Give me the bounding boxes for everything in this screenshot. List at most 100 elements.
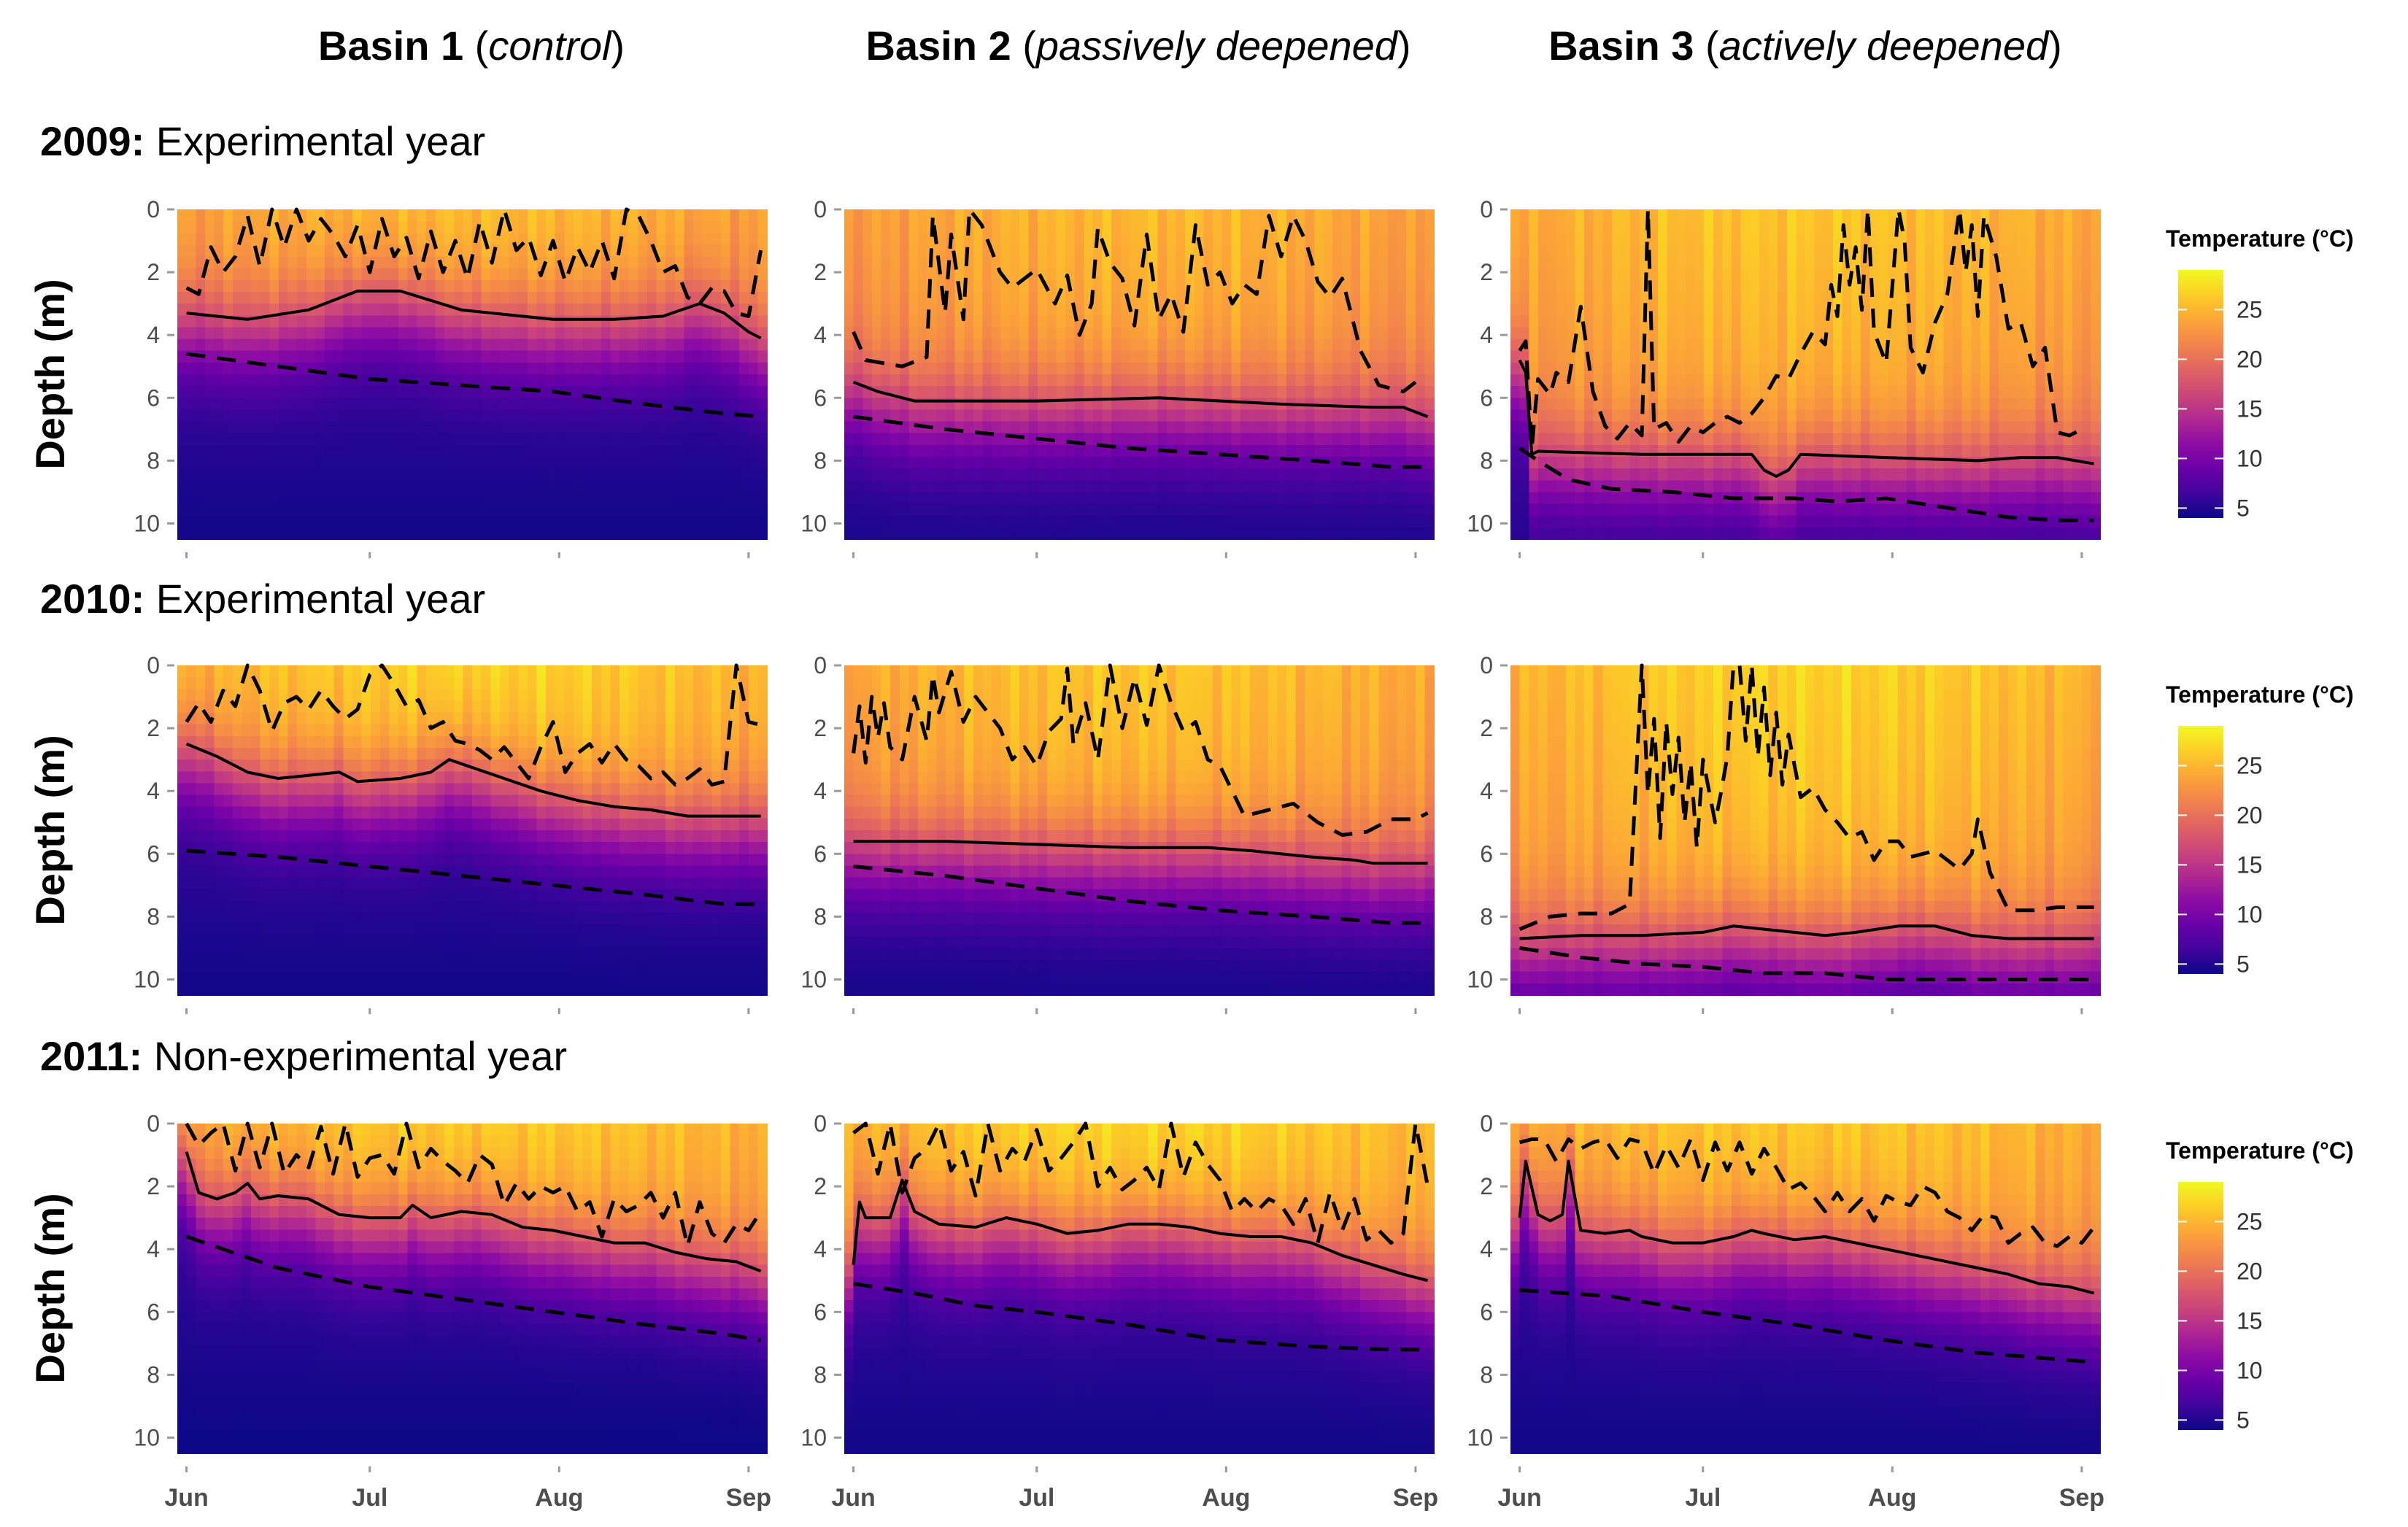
heatmap-cell [500, 445, 509, 457]
heatmap-cell [900, 315, 909, 328]
heatmap-cell [472, 268, 482, 281]
heatmap-cell [1259, 315, 1268, 328]
heatmap-cell [1277, 257, 1286, 269]
heatmap-cell [269, 292, 279, 304]
heatmap-cell [261, 257, 270, 269]
heatmap-cell [343, 257, 352, 269]
heatmap-cell [509, 492, 519, 504]
heatmap-cell [325, 268, 334, 281]
heatmap-cell [408, 327, 417, 339]
heatmap-cell [196, 398, 205, 410]
heatmap-cell [973, 468, 983, 481]
heatmap-cell [1149, 504, 1158, 517]
heatmap-cell [693, 445, 703, 457]
heatmap-cell [408, 422, 417, 434]
heatmap-cell [730, 480, 740, 492]
heatmap-cell [417, 433, 426, 446]
heatmap-cell [306, 386, 316, 398]
heatmap-cell [601, 292, 611, 304]
heatmap-cell [872, 445, 881, 457]
heatmap-cell [657, 445, 666, 457]
row-header-1: 2009: Experimental year [40, 118, 485, 164]
heatmap-cell [454, 292, 463, 304]
heatmap-cell [1203, 351, 1213, 363]
heatmap-cell [426, 315, 436, 328]
heatmap-cell [546, 457, 555, 469]
heatmap-cell [555, 315, 565, 328]
heatmap-cell [536, 209, 546, 222]
heatmap-cell [196, 327, 205, 339]
heatmap-cell [872, 244, 881, 257]
heatmap-cell [703, 433, 712, 446]
heatmap-cell [574, 363, 583, 375]
heatmap-cell [992, 280, 1001, 293]
heatmap-cell [1314, 504, 1324, 517]
heatmap-cell [528, 327, 537, 339]
heatmap-cell [500, 315, 509, 328]
heatmap-cell [325, 386, 334, 398]
heatmap-cell [187, 504, 196, 517]
heatmap-cell [1259, 386, 1268, 398]
heatmap-cell [730, 398, 740, 410]
heatmap-cell [992, 457, 1001, 469]
heatmap-cell [1157, 339, 1167, 352]
heatmap-cell [1075, 268, 1084, 281]
heatmap-cell [1314, 480, 1324, 492]
heatmap-cell [881, 233, 891, 245]
heatmap-cell [205, 233, 215, 245]
heatmap-cell [325, 209, 334, 222]
heatmap-cell [1213, 457, 1222, 469]
heatmap-cell [1065, 527, 1075, 540]
heatmap-cell [675, 209, 684, 222]
heatmap-cell [647, 468, 657, 481]
heatmap-cell [1019, 233, 1029, 245]
heatmap-cell [362, 409, 371, 422]
heatmap-cell [881, 244, 891, 257]
heatmap-cell [196, 339, 205, 352]
heatmap-cell [389, 445, 398, 457]
heatmap-cell [684, 315, 693, 328]
heatmap-cell [436, 339, 445, 352]
heatmap-cell [1213, 468, 1222, 481]
heatmap-cell [1231, 374, 1240, 387]
heatmap-cell [518, 468, 528, 481]
heatmap-cell [900, 233, 909, 245]
heatmap-cell [1314, 304, 1324, 316]
heatmap-cell [1084, 268, 1093, 281]
heatmap-cell [509, 292, 519, 304]
heatmap-cell [610, 457, 620, 469]
heatmap-cell [638, 268, 647, 281]
heatmap-cell [1231, 268, 1240, 281]
heatmap-cell [1305, 433, 1314, 446]
heatmap-cell [352, 480, 362, 492]
heatmap-cell [1268, 327, 1278, 339]
heatmap-cell [1010, 327, 1019, 339]
heatmap-cell [1103, 363, 1112, 375]
heatmap-cell [1084, 386, 1093, 398]
heatmap-cell [417, 315, 426, 328]
heatmap-cell [964, 527, 973, 540]
heatmap-cell [426, 457, 436, 469]
heatmap-cell [1167, 527, 1176, 540]
heatmap-cell [647, 386, 657, 398]
heatmap-cell [306, 457, 316, 469]
heatmap-cell [1084, 339, 1093, 352]
heatmap-cell [518, 304, 528, 316]
heatmap-cell [1213, 433, 1222, 446]
heatmap-cell [288, 516, 298, 528]
heatmap-cell [436, 315, 445, 328]
heatmap-cell [1121, 244, 1130, 257]
heatmap-cell [739, 244, 749, 257]
heatmap-cell [647, 433, 657, 446]
heatmap-cell [1167, 386, 1176, 398]
heatmap-cell [306, 504, 316, 517]
heatmap-cell [1213, 315, 1222, 328]
heatmap-cell [881, 398, 891, 410]
heatmap-cell [1185, 386, 1195, 398]
heatmap-cell [261, 374, 270, 387]
heatmap-cell [1065, 257, 1075, 269]
heatmap-cell [315, 257, 325, 269]
heatmap-cell [973, 504, 983, 517]
heatmap-cell [1332, 398, 1342, 410]
heatmap-cell [629, 480, 638, 492]
